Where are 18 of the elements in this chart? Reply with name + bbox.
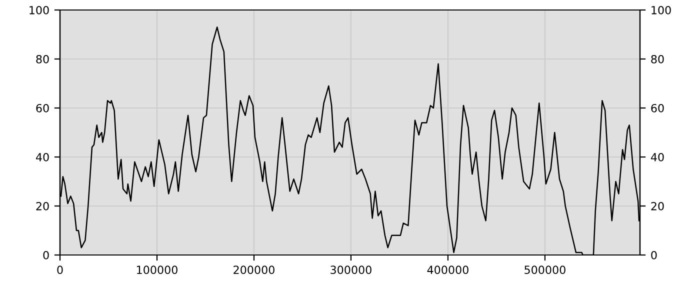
y-tick-label: 0: [43, 250, 49, 260]
x-tick-label: 400000: [427, 266, 468, 274]
y2-tick-label: 60: [651, 104, 664, 112]
y2-tick-label: 20: [651, 202, 664, 210]
y2-tick-label: 40: [650, 152, 664, 162]
x-tick-label: 100000: [137, 266, 178, 274]
y-tick-label: 100: [30, 6, 49, 14]
y-tick-label: 60: [36, 104, 49, 112]
y2-tick-label: 80: [651, 54, 664, 64]
x-tick-label: 300000: [330, 266, 372, 274]
y2-tick-label: 100: [652, 6, 671, 14]
x-tick-label: 200000: [234, 266, 274, 274]
x-tick-label: 500000: [524, 266, 566, 274]
y-tick-label: 20: [36, 202, 49, 210]
y2-tick-label: 0: [651, 250, 657, 260]
y-tick-label: 80: [36, 54, 49, 64]
x-tick-label: 0: [57, 266, 63, 274]
y-tick-label: 40: [36, 152, 49, 162]
